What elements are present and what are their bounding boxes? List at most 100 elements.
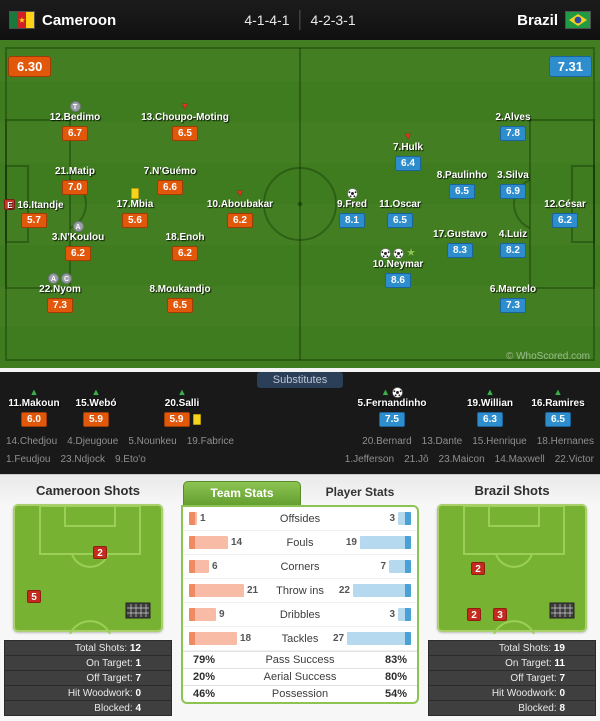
away-stat-value: 3	[389, 609, 395, 620]
player-17-gustavo[interactable]: 17.Gustavo 8.3	[408, 217, 512, 258]
player-16-ramires[interactable]: ▲ 16.Ramires 6.5	[506, 386, 600, 427]
player-8-moukandjo[interactable]: 8.Moukandjo 6.5	[128, 272, 232, 313]
stat-label: Dribbles	[279, 608, 321, 621]
player-rating-badge: 6.3	[477, 411, 503, 427]
unused-sub-23-maicon[interactable]: 23.Maicon	[438, 454, 485, 465]
percent-stat-row-pass-success: 79% Pass Success 83%	[183, 651, 417, 668]
sub-on-icon: ▲	[91, 387, 101, 397]
home-formation: 4-1-4-1	[244, 12, 290, 28]
player-name: 20.Salli	[164, 398, 200, 409]
shot-zone-badge: 5	[27, 590, 41, 603]
sub-on-icon: ▲	[381, 387, 390, 397]
unused-sub-1-feudjou[interactable]: 1.Feudjou	[6, 454, 51, 465]
player-11-makoun[interactable]: ▲ 11.Makoun 6.0	[0, 386, 86, 427]
player-rating-badge: 8.1	[339, 212, 365, 228]
player-16-itandje[interactable]: E 16.Itandje 5.7	[0, 187, 86, 228]
player-rating-badge: 6.5	[449, 183, 475, 199]
stats-tabs: Team Stats Player Stats	[181, 481, 419, 505]
away-stat-value: 3	[389, 513, 395, 524]
home-stat-value: 1	[200, 513, 206, 524]
percent-stat-label: Pass Success	[265, 654, 335, 666]
team-stat-row-offsides: 1 Offsides 3	[183, 507, 417, 531]
player-name: 12.Bedimo	[49, 112, 101, 123]
tab-player-stats[interactable]: Player Stats	[325, 485, 395, 499]
player-5-fernandinho[interactable]: ▲ 5.Fernandinho 7.5	[340, 386, 444, 427]
player-4-luiz[interactable]: 4.Luiz 8.2	[461, 217, 565, 258]
unused-sub-20-bernard[interactable]: 20.Bernard	[362, 436, 412, 447]
home-shots-widget: Cameroon Shots	[0, 481, 176, 721]
player-name: 2.Alves	[495, 112, 531, 123]
player-rating-badge: 5.9	[163, 411, 190, 427]
shot-stat-row-total-shots: Total Shots: 19	[429, 641, 595, 656]
unused-sub-5-nounkeu[interactable]: 5.Nounkeu	[128, 436, 177, 447]
player-7-n-gu-mo[interactable]: 7.N'Guémo 6.6	[118, 154, 222, 195]
stat-label: Offsides	[279, 512, 321, 525]
player-name: 16.Ramires	[531, 398, 585, 409]
player-21-matip[interactable]: 21.Matip 7.0	[23, 154, 127, 195]
away-team-name[interactable]: Brazil	[517, 11, 558, 29]
player-rating-badge: 6.9	[500, 183, 526, 199]
circle-t-icon: T	[69, 100, 81, 112]
player-10-aboubakar[interactable]: ▼ 10.Aboubakar 6.2	[188, 187, 292, 228]
unused-sub-4-djeugoue[interactable]: 4.Djeugoue	[67, 436, 119, 447]
unused-sub-19-fabrice[interactable]: 19.Fabrice	[186, 436, 234, 447]
player-6-marcelo[interactable]: 6.Marcelo 7.3	[461, 272, 565, 313]
player-20-salli[interactable]: ▲ 20.Salli 5.9	[130, 386, 234, 427]
home-stat-value: 14	[231, 537, 243, 548]
player-13-choupo-moting[interactable]: ▼ 13.Choupo-Moting 6.5	[133, 100, 237, 141]
player-9-fred[interactable]: 9.Fred 8.1	[300, 187, 404, 228]
player-7-hulk[interactable]: ▼ 7.Hulk 6.4	[356, 130, 460, 171]
unused-sub-23-ndjock[interactable]: 23.Ndjock	[60, 454, 105, 465]
player-rating-badge: 6.2	[65, 245, 91, 261]
shot-zone-badge: 2	[93, 546, 107, 559]
away-stat-value: 27	[333, 633, 345, 644]
player-name: 15.Webó	[75, 398, 117, 409]
home-percent-value: 20%	[193, 671, 216, 683]
brazil-flag-icon	[566, 12, 590, 28]
sub-off-icon: ▼	[403, 131, 413, 141]
unused-sub-14-maxwell[interactable]: 14.Maxwell	[494, 454, 545, 465]
player-17-mbia[interactable]: 17.Mbia 5.6	[83, 187, 187, 228]
player-19-willian[interactable]: ▲ 19.Willian 6.3	[438, 386, 542, 427]
player-12-bedimo[interactable]: T 12.Bedimo 6.7	[23, 100, 127, 141]
watermark: © WhoScored.com	[505, 351, 590, 362]
unused-sub-21-j[interactable]: 21.Jô	[404, 454, 429, 465]
sub-on-icon: ▲	[553, 387, 563, 397]
player-11-oscar[interactable]: 11.Oscar 6.5	[348, 187, 452, 228]
player-10-neymar[interactable]: ★ 10.Neymar 8.6	[346, 247, 450, 288]
player-3-silva[interactable]: 3.Silva 6.9	[461, 158, 565, 199]
team-stat-row-throw-ins: 21 Throw ins 22	[183, 579, 417, 603]
home-team-name[interactable]: Cameroon	[42, 11, 117, 29]
away-stat-value: 22	[338, 585, 350, 596]
player-2-alves[interactable]: 2.Alves 7.8	[461, 100, 565, 141]
unused-sub-9-eto-o[interactable]: 9.Eto'o	[114, 454, 146, 465]
stat-label: Throw ins	[276, 584, 324, 597]
yellow-card-icon	[192, 413, 201, 425]
player-15-web[interactable]: ▲ 15.Webó 5.9	[44, 386, 148, 427]
unused-sub-22-victor[interactable]: 22.Victor	[554, 454, 594, 465]
player-8-paulinho[interactable]: 8.Paulinho 6.5	[410, 158, 514, 199]
home-stat-value: 9	[219, 609, 225, 620]
player-rating-badge: 6.0	[21, 411, 47, 427]
bottom-stats-section: Cameroon Shots	[0, 474, 600, 721]
goal-net-icon	[549, 602, 575, 624]
player-18-enoh[interactable]: 18.Enoh 6.2	[133, 220, 237, 261]
player-22-nyom[interactable]: A C 22.Nyom 7.3	[8, 272, 112, 313]
unused-sub-13-dante[interactable]: 13.Dante	[421, 436, 463, 447]
away-stat-bar	[389, 560, 411, 573]
player-rating-badge: 5.6	[122, 212, 148, 228]
player-3-n-koulou[interactable]: A 3.N'Koulou 6.2	[26, 220, 130, 261]
unused-sub-15-henrique[interactable]: 15.Henrique	[472, 436, 527, 447]
unused-sub-14-chedjou[interactable]: 14.Chedjou	[6, 436, 58, 447]
tab-team-stats[interactable]: Team Stats	[183, 481, 301, 505]
unused-sub-18-hernanes[interactable]: 18.Hernanes	[536, 436, 594, 447]
player-12-c-sar[interactable]: 12.César 6.2	[513, 187, 600, 228]
stat-label: Fouls	[286, 536, 314, 549]
home-stat-value: 21	[247, 585, 259, 596]
player-rating-badge: 6.2	[227, 212, 253, 228]
away-percent-value: 80%	[384, 671, 407, 683]
sub-on-icon: ▲	[485, 387, 495, 397]
sub-on-icon: ▲	[29, 387, 39, 397]
unused-sub-1-jefferson[interactable]: 1.Jefferson	[344, 454, 395, 465]
player-rating-badge: 6.5	[545, 411, 571, 427]
